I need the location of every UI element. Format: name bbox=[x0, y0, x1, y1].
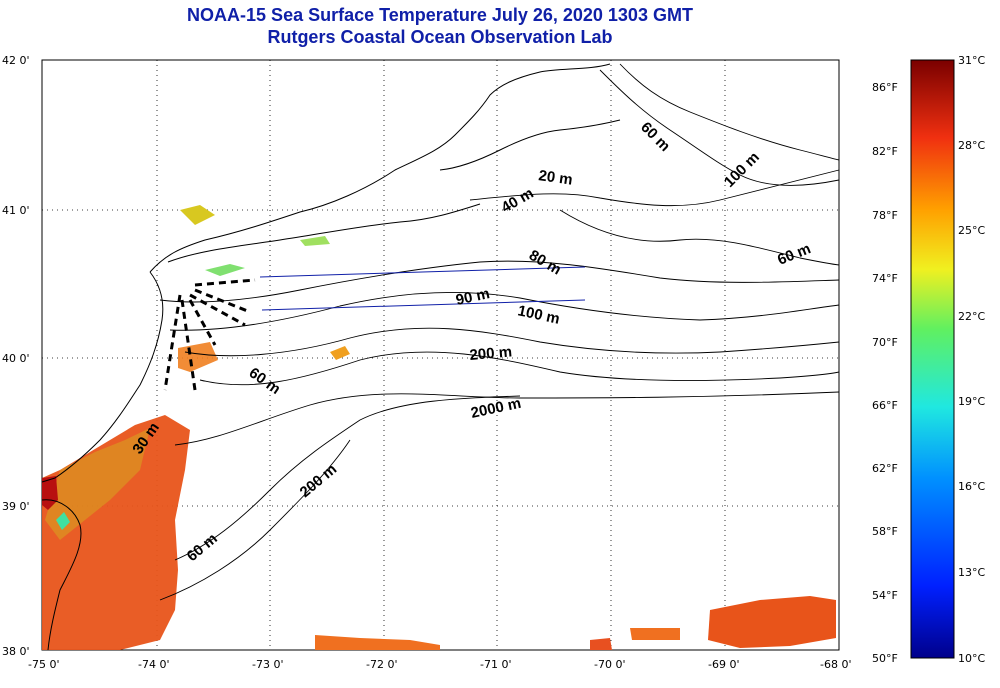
fahrenheit-label: 82°F bbox=[872, 145, 898, 158]
lat-label: 39 0' bbox=[2, 500, 30, 513]
fahrenheit-label: 78°F bbox=[872, 209, 898, 222]
lon-label: -71 0' bbox=[480, 658, 512, 671]
lon-label: -73 0' bbox=[252, 658, 284, 671]
celsius-label: 25°C bbox=[958, 224, 985, 237]
transect-lines bbox=[163, 266, 586, 391]
isobath-label: 90 m bbox=[454, 285, 491, 309]
map-title: NOAA-15 Sea Surface Temperature July 26,… bbox=[187, 5, 693, 25]
isobath-lines bbox=[159, 63, 840, 601]
celsius-labels: 31°C 28°C 25°C 22°C 19°C 16°C 13°C 10°C bbox=[958, 54, 985, 665]
isobath-label: 200 m bbox=[469, 343, 513, 364]
lon-label: -69 0' bbox=[708, 658, 740, 671]
celsius-label: 13°C bbox=[958, 566, 985, 579]
fahrenheit-label: 54°F bbox=[872, 589, 898, 602]
celsius-label: 28°C bbox=[958, 139, 985, 152]
lat-label: 38 0' bbox=[2, 645, 30, 658]
fahrenheit-label: 58°F bbox=[872, 525, 898, 538]
sst-patches bbox=[42, 205, 836, 650]
lon-label: -70 0' bbox=[594, 658, 626, 671]
fahrenheit-label: 66°F bbox=[872, 399, 898, 412]
color-bar: 31°C 28°C 25°C 22°C 19°C 16°C 13°C 10°C … bbox=[872, 54, 985, 665]
lon-label: -75 0' bbox=[28, 658, 60, 671]
celsius-label: 10°C bbox=[958, 652, 985, 665]
isobath-label: 20 m bbox=[537, 167, 573, 189]
lat-label: 41 0' bbox=[2, 204, 30, 217]
latitude-labels: 42 0' 41 0' 40 0' 39 0' 38 0' bbox=[2, 54, 30, 658]
lat-label: 40 0' bbox=[2, 352, 30, 365]
fahrenheit-label: 70°F bbox=[872, 336, 898, 349]
lon-label: -72 0' bbox=[366, 658, 398, 671]
longitude-labels: -75 0' -74 0' -73 0' -72 0' -71 0' -70 0… bbox=[28, 658, 852, 671]
lat-label: 42 0' bbox=[2, 54, 30, 67]
fahrenheit-label: 62°F bbox=[872, 462, 898, 475]
fahrenheit-label: 74°F bbox=[872, 272, 898, 285]
celsius-label: 31°C bbox=[958, 54, 985, 67]
lon-label: -68 0' bbox=[820, 658, 852, 671]
coastline bbox=[41, 63, 621, 651]
map-subtitle: Rutgers Coastal Ocean Observation Lab bbox=[267, 27, 613, 47]
celsius-label: 16°C bbox=[958, 480, 985, 493]
fahrenheit-label: 50°F bbox=[872, 652, 898, 665]
celsius-label: 19°C bbox=[958, 395, 985, 408]
celsius-label: 22°C bbox=[958, 310, 985, 323]
fahrenheit-label: 86°F bbox=[872, 81, 898, 94]
lon-label: -74 0' bbox=[138, 658, 170, 671]
fahrenheit-labels: 86°F 82°F 78°F 74°F 70°F 66°F 62°F 58°F … bbox=[872, 81, 898, 665]
